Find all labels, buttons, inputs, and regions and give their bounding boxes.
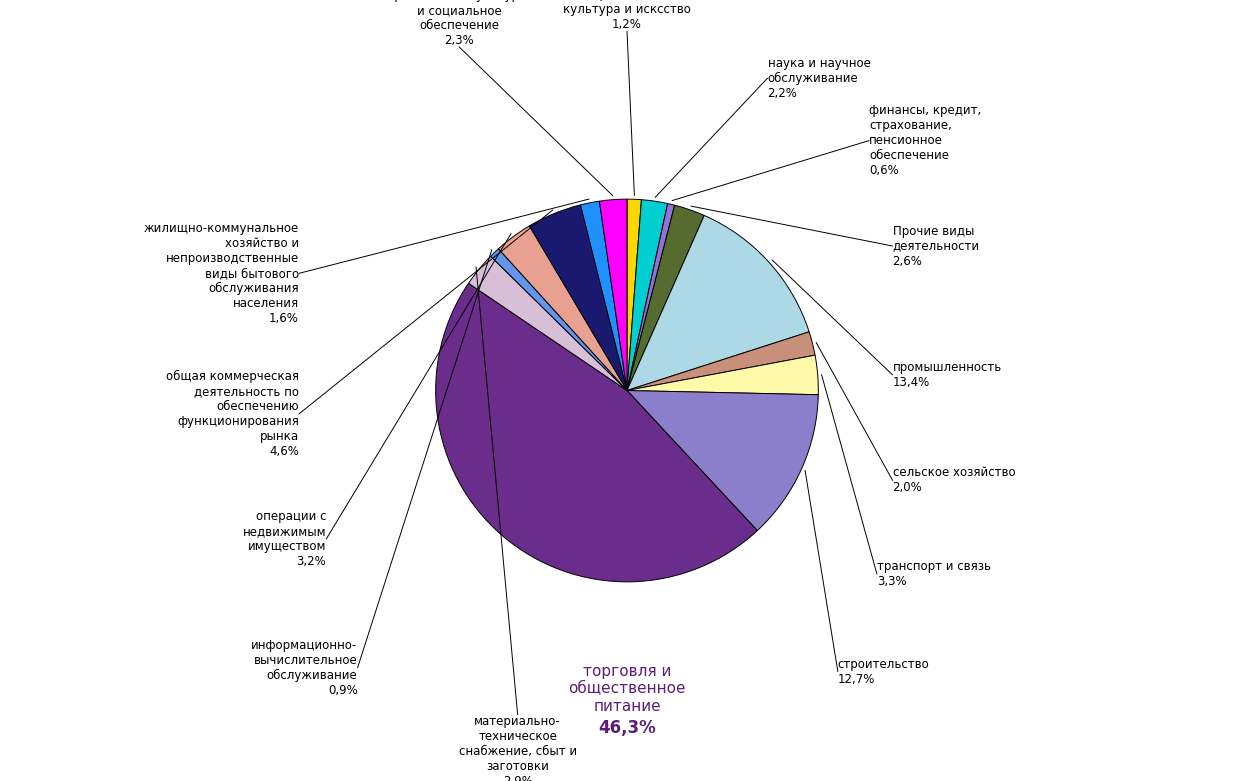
Text: транспорт и связь
3,3%: транспорт и связь 3,3% — [877, 560, 991, 588]
Wedge shape — [581, 201, 627, 390]
Text: строительство
12,7%: строительство 12,7% — [838, 658, 929, 686]
Text: сельское хозяйство
2,0%: сельское хозяйство 2,0% — [893, 466, 1016, 494]
Text: общая коммерческая
деятельность по
обеспечению
функционирования
рынка
4,6%: общая коммерческая деятельность по обесп… — [166, 370, 298, 458]
Wedge shape — [435, 284, 757, 582]
Wedge shape — [490, 249, 627, 390]
Wedge shape — [529, 205, 627, 390]
Text: информационно-
вычислительное
обслуживание
0,9%: информационно- вычислительное обслуживан… — [251, 639, 357, 697]
Wedge shape — [469, 256, 627, 390]
Text: жилищно-коммунальное
хозяйство и
непроизводственные
виды бытового
обслуживания
н: жилищно-коммунальное хозяйство и непроиз… — [144, 222, 298, 325]
Text: Прочие виды
деятельности
2,6%: Прочие виды деятельности 2,6% — [893, 224, 979, 268]
Wedge shape — [627, 390, 819, 530]
Wedge shape — [627, 355, 819, 394]
Wedge shape — [599, 199, 627, 390]
Text: здравоохранение,
физическая культура
и социальное
обеспечение
2,3%: здравоохранение, физическая культура и с… — [391, 0, 527, 47]
Text: финансы, кредит,
страхование,
пенсионное
обеспечение
0,6%: финансы, кредит, страхование, пенсионное… — [869, 104, 982, 177]
Wedge shape — [498, 226, 627, 390]
Wedge shape — [627, 332, 815, 390]
Wedge shape — [627, 205, 705, 390]
Text: материально-
техническое
снабжение, сбыт и
заготовки
2,9%: материально- техническое снабжение, сбыт… — [459, 715, 577, 781]
Text: 46,3%: 46,3% — [598, 719, 656, 736]
Wedge shape — [627, 204, 675, 390]
Wedge shape — [627, 200, 667, 390]
Wedge shape — [627, 199, 642, 390]
Text: народное
образование,
культура и исксство
1,2%: народное образование, культура и исксств… — [563, 0, 691, 31]
Text: промышленность
13,4%: промышленность 13,4% — [893, 361, 1002, 389]
Text: операции с
недвижимым
имуществом
3,2%: операции с недвижимым имуществом 3,2% — [243, 510, 326, 568]
Text: торговля и
общественное
питание: торговля и общественное питание — [568, 664, 686, 714]
Wedge shape — [627, 216, 809, 390]
Text: наука и научное
обслуживание
2,2%: наука и научное обслуживание 2,2% — [767, 56, 870, 100]
